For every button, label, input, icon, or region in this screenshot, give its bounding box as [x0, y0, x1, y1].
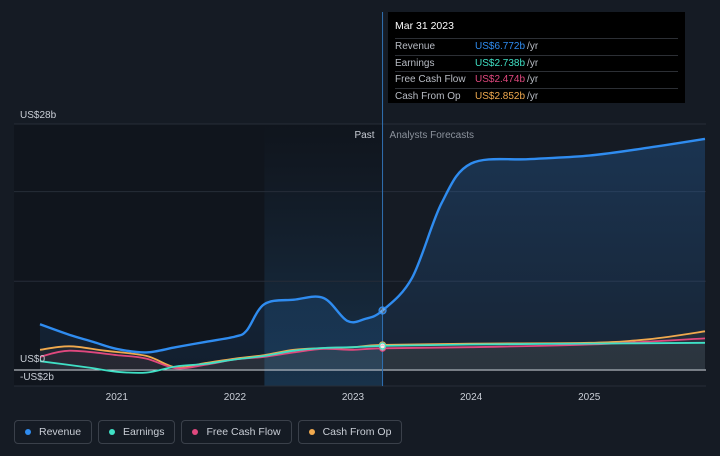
legend-dot-icon — [25, 429, 31, 435]
series-lines — [39, 137, 706, 374]
tooltip-row-free-cash-flow: Free Cash Flow US$2.474b /yr — [395, 71, 678, 88]
line-earnings — [39, 341, 706, 374]
tooltip-label: Free Cash Flow — [395, 74, 466, 86]
legend-dot-icon — [109, 429, 116, 435]
x-axis-ticks: 2021 2022 2023 2024 2025 — [106, 392, 601, 403]
legend-toggle-free-cash-flow[interactable]: Free Cash Flow — [181, 420, 292, 444]
x-tick-label: 2024 — [460, 392, 483, 403]
tooltip-value: US$2.474b — [475, 74, 526, 86]
tooltip-date: Mar 31 2023 — [395, 20, 454, 32]
forecast-label: Analysts Forecasts — [390, 130, 474, 141]
legend-toggle-cash-from-op[interactable]: Cash From Op — [297, 420, 403, 444]
chart-legend: Revenue Earnings Free Cash Flow Cash Fro… — [14, 420, 403, 444]
tooltip-unit: /yr — [527, 57, 539, 69]
legend-label: Earnings — [123, 426, 165, 438]
y-axis-top-label: US$28b — [20, 110, 57, 121]
tooltip-row-cash-from-op: Cash From Op US$2.852b /yr — [395, 87, 678, 105]
tooltip-row-earnings: Earnings US$2.738b /yr — [395, 54, 678, 72]
tooltip-label: Revenue — [395, 41, 436, 53]
tooltip-value: US$2.852b — [475, 90, 526, 102]
x-tick-label: 2023 — [342, 392, 365, 403]
tooltip-label: Earnings — [395, 57, 435, 69]
legend-toggle-earnings[interactable]: Earnings — [98, 420, 176, 444]
tooltip-unit: /yr — [527, 74, 539, 86]
legend-label: Free Cash Flow — [206, 426, 281, 438]
x-tick-label: 2022 — [224, 392, 247, 403]
x-tick-label: 2025 — [578, 392, 601, 403]
past-label: Past — [355, 130, 375, 141]
line-revenue — [39, 137, 706, 354]
tooltip-value: US$2.738b — [475, 57, 526, 69]
marker-revenue — [378, 306, 387, 315]
tooltip-label: Cash From Op — [395, 90, 461, 102]
y-axis-zero-label: US$0 — [20, 354, 45, 365]
legend-toggle-revenue[interactable]: Revenue — [14, 420, 93, 444]
legend-label: Revenue — [39, 426, 82, 438]
area-revenue — [40, 138, 705, 370]
y-axis-bottom-label: -US$2b — [20, 372, 54, 383]
area-cash-from-op — [40, 331, 705, 370]
tooltip-unit: /yr — [527, 41, 539, 53]
hover-markers — [378, 306, 387, 352]
tooltip-value: US$6.772b — [475, 41, 526, 53]
legend-dot-icon — [308, 429, 315, 435]
hover-tooltip: Mar 31 2023 Revenue US$6.772b /yr Earnin… — [388, 12, 685, 103]
x-tick-label: 2021 — [106, 392, 129, 403]
legend-dot-icon — [192, 429, 199, 435]
marker-earnings — [378, 342, 387, 350]
tooltip-row-revenue: Revenue US$6.772b /yr — [395, 38, 678, 55]
line-free-cash-flow — [39, 337, 706, 370]
legend-label: Cash From Op — [322, 426, 392, 438]
tooltip-unit: /yr — [527, 90, 539, 102]
